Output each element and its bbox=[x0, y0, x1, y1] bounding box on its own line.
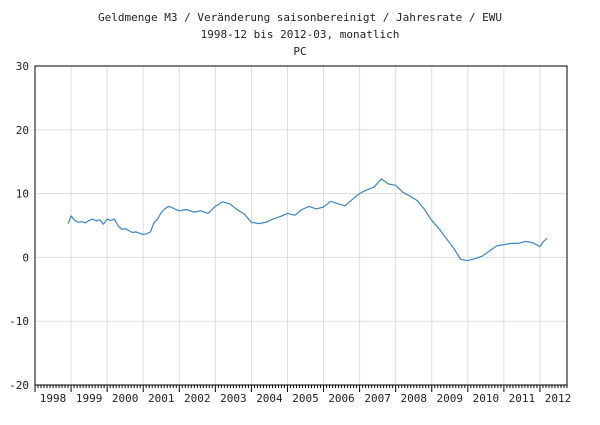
x-tick-label: 2005 bbox=[292, 392, 319, 405]
y-tick-label: 10 bbox=[16, 188, 29, 201]
x-tick-label: 2007 bbox=[364, 392, 391, 405]
y-tick-label: -10 bbox=[9, 315, 29, 328]
plot-frame bbox=[34, 65, 568, 386]
x-tick-label: 1999 bbox=[76, 392, 103, 405]
x-tick-label: 2001 bbox=[148, 392, 175, 405]
x-tick-label: 2010 bbox=[473, 392, 500, 405]
chart-title: Geldmenge M3 / Veränderung saisonbereini… bbox=[98, 11, 502, 24]
chart-subtitle: 1998-12 bis 2012-03, monatlich bbox=[201, 28, 400, 41]
y-tick-label: 30 bbox=[16, 60, 29, 73]
x-tick-label: 2003 bbox=[220, 392, 247, 405]
chart-unit: PC bbox=[293, 45, 306, 58]
series-line bbox=[67, 178, 548, 262]
y-tick-label: 20 bbox=[16, 124, 29, 137]
x-tick-label: 2006 bbox=[328, 392, 355, 405]
x-tick-label: 2009 bbox=[437, 392, 464, 405]
y-tick-label: -20 bbox=[9, 379, 29, 392]
x-tick-label: 2008 bbox=[400, 392, 427, 405]
x-tick-label: 2004 bbox=[256, 392, 283, 405]
x-tick-label: 2002 bbox=[184, 392, 211, 405]
x-tick-label: 1998 bbox=[40, 392, 67, 405]
x-tick-label: 2011 bbox=[509, 392, 536, 405]
x-tick-label: 2000 bbox=[112, 392, 139, 405]
y-tick-label: 0 bbox=[22, 251, 29, 264]
x-tick-label: 2012 bbox=[545, 392, 572, 405]
